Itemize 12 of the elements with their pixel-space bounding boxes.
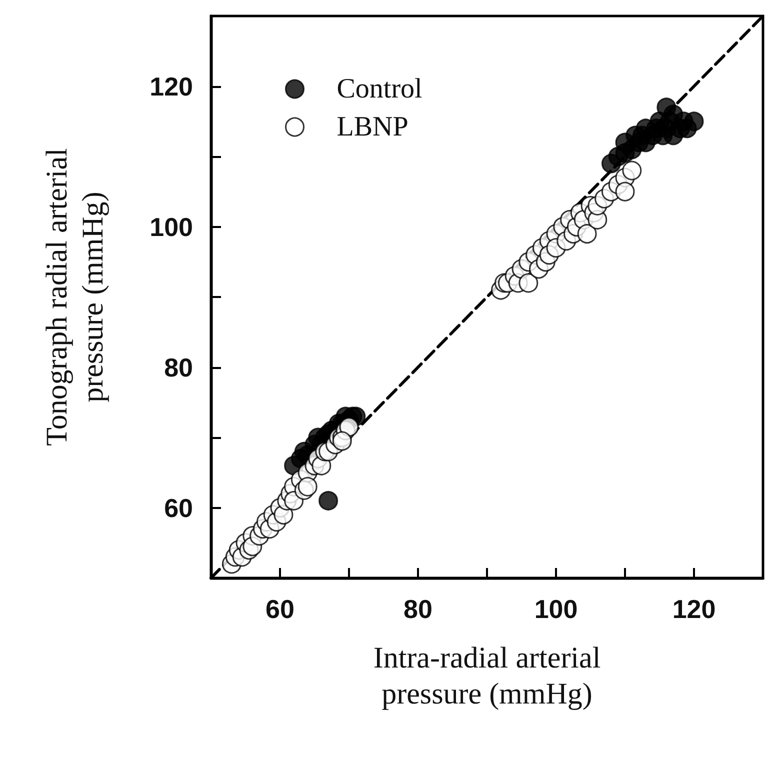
y-tick-label: 80 <box>164 352 193 382</box>
legend-label: Control <box>336 74 423 104</box>
y-tick-label: 120 <box>150 71 193 102</box>
y-axis-title: Tonograph radial arterial pressure (mmHg) <box>40 148 110 446</box>
y-tick-label: 100 <box>150 212 193 242</box>
x-tick-label: 60 <box>266 594 294 624</box>
x-tick-label: 80 <box>404 594 432 624</box>
x-tick-label: 120 <box>672 594 716 624</box>
legend-label: LBNP <box>336 112 408 142</box>
x-tick-label: 100 <box>534 594 578 624</box>
x-axis-title: Intra-radial arterial pressure (mmHg) <box>373 642 601 710</box>
y-tick-label: 60 <box>164 492 193 523</box>
